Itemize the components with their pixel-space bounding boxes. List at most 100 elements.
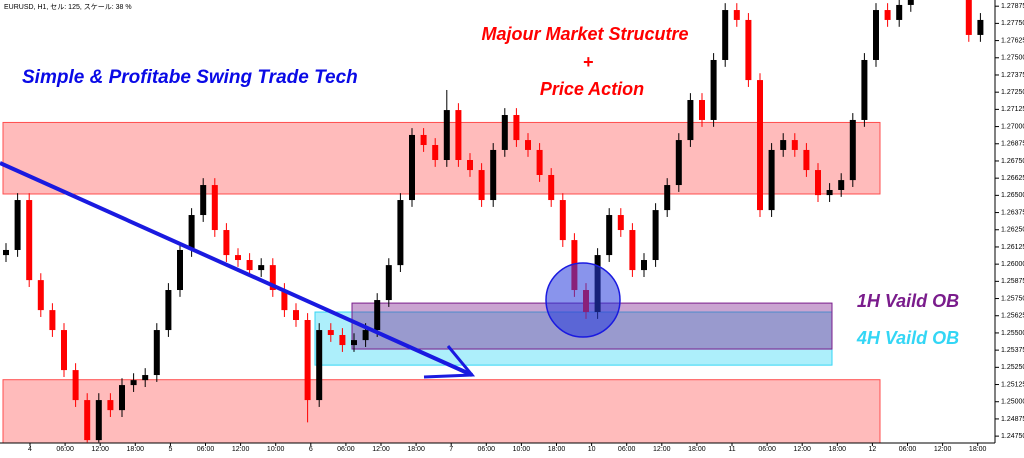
candle-body [432, 145, 439, 161]
y-tick-label: 1.26000 [1001, 261, 1024, 268]
y-tick-label: 1.25250 [1001, 364, 1024, 371]
candle-body [397, 200, 404, 266]
y-tick-label: 1.25750 [1001, 295, 1024, 302]
x-tick-label: 12:00 [934, 446, 952, 453]
x-tick-label: 10:00 [267, 446, 285, 453]
candle-body [84, 400, 91, 441]
x-tick-label: 7 [449, 446, 453, 453]
candle-body [525, 140, 531, 150]
candle-body [130, 380, 137, 386]
x-tick-label: 06:00 [478, 446, 496, 453]
candle-body [223, 230, 230, 256]
x-tick-label: 06:00 [618, 446, 636, 453]
candle-body [14, 200, 21, 250]
chart-header: EURUSD, H1, セル: 125, スケール: 38 % [4, 3, 132, 11]
candle-body [316, 330, 323, 401]
candle-body [327, 330, 334, 336]
candle-body [478, 170, 485, 201]
candle-body [791, 140, 798, 150]
candle-body [95, 400, 102, 441]
x-tick-label: 18:00 [548, 446, 566, 453]
y-tick-label: 1.27375 [1001, 72, 1024, 79]
candle-body [675, 140, 682, 186]
candle-body [142, 375, 149, 381]
candle-body [617, 215, 624, 231]
candle-body [722, 10, 729, 60]
y-tick-label: 1.27750 [1001, 20, 1024, 27]
candle-body [896, 4, 903, 20]
candle-body [362, 330, 369, 341]
candle-body [211, 185, 218, 231]
y-tick-label: 1.24750 [1001, 433, 1024, 440]
candle-body [757, 80, 763, 211]
candle-body [235, 255, 241, 261]
candle-body [200, 185, 207, 216]
annotations [0, 161, 621, 379]
candle-body [907, 0, 914, 5]
y-tick-label: 1.25500 [1001, 330, 1024, 337]
candle-body [188, 215, 195, 250]
candle-body [861, 59, 868, 120]
candle-body [165, 290, 172, 331]
y-tick-label: 1.25125 [1001, 381, 1024, 388]
x-tick-label: 12:00 [372, 446, 390, 453]
y-tick-label: 1.24875 [1001, 416, 1024, 423]
candle-body [107, 400, 114, 411]
x-tick-label: 4 [28, 446, 32, 453]
candle-body [72, 370, 79, 401]
x-tick-label: 12:00 [91, 446, 109, 453]
y-tick-label: 1.25375 [1001, 347, 1024, 354]
x-tick-label: 18:00 [127, 446, 145, 453]
x-tick-label: 18:00 [407, 446, 425, 453]
candle-body [699, 100, 705, 120]
y-tick-label: 1.26500 [1001, 192, 1024, 199]
candle-body [559, 200, 566, 241]
candle-body [351, 340, 357, 346]
candle-body [409, 134, 415, 201]
x-tick-label: 06:00 [197, 446, 215, 453]
candle-body [269, 265, 276, 291]
y-tick-label: 1.26375 [1001, 209, 1024, 216]
candle-body [258, 265, 265, 271]
candle-body [826, 189, 833, 196]
candle-body [664, 185, 671, 211]
candle-body [339, 335, 346, 346]
zone [2, 379, 881, 443]
candle-body [374, 300, 381, 331]
candle-body [153, 330, 160, 376]
candle-body [501, 115, 508, 150]
candle-body [629, 230, 636, 271]
annotation-text: Majour Market Strucutre [481, 24, 688, 44]
zone-label: 4H Vaild OB [856, 328, 959, 348]
trend-line [0, 161, 473, 377]
candle-body [385, 265, 392, 301]
candle-body [3, 249, 9, 256]
candle-body [849, 119, 856, 181]
candle-body [710, 59, 717, 120]
x-tick-label: 11 [728, 446, 735, 453]
candle-body [768, 149, 775, 211]
candle-body [838, 180, 845, 190]
candle-body [815, 170, 821, 196]
y-tick-label: 1.26625 [1001, 175, 1024, 182]
y-tick-label: 1.27125 [1001, 106, 1024, 113]
candle-body [455, 110, 462, 161]
candle-body [467, 160, 473, 171]
x-tick-label: 06:00 [899, 446, 917, 453]
highlight-circle [545, 262, 621, 338]
y-tick-label: 1.26750 [1001, 158, 1024, 165]
y-tick-label: 1.26875 [1001, 141, 1024, 148]
candle-body [965, 0, 972, 35]
candle-body [61, 330, 67, 371]
candle-body [977, 19, 984, 35]
annotation-text: Price Action [540, 79, 644, 99]
x-tick-label: 18:00 [829, 446, 847, 453]
candle-body [641, 260, 647, 271]
x-tick-label: 10:00 [513, 446, 531, 453]
candle-body [884, 10, 891, 20]
candle-body [26, 200, 33, 281]
candle-body [281, 290, 288, 311]
x-tick-label: 06:00 [56, 446, 74, 453]
